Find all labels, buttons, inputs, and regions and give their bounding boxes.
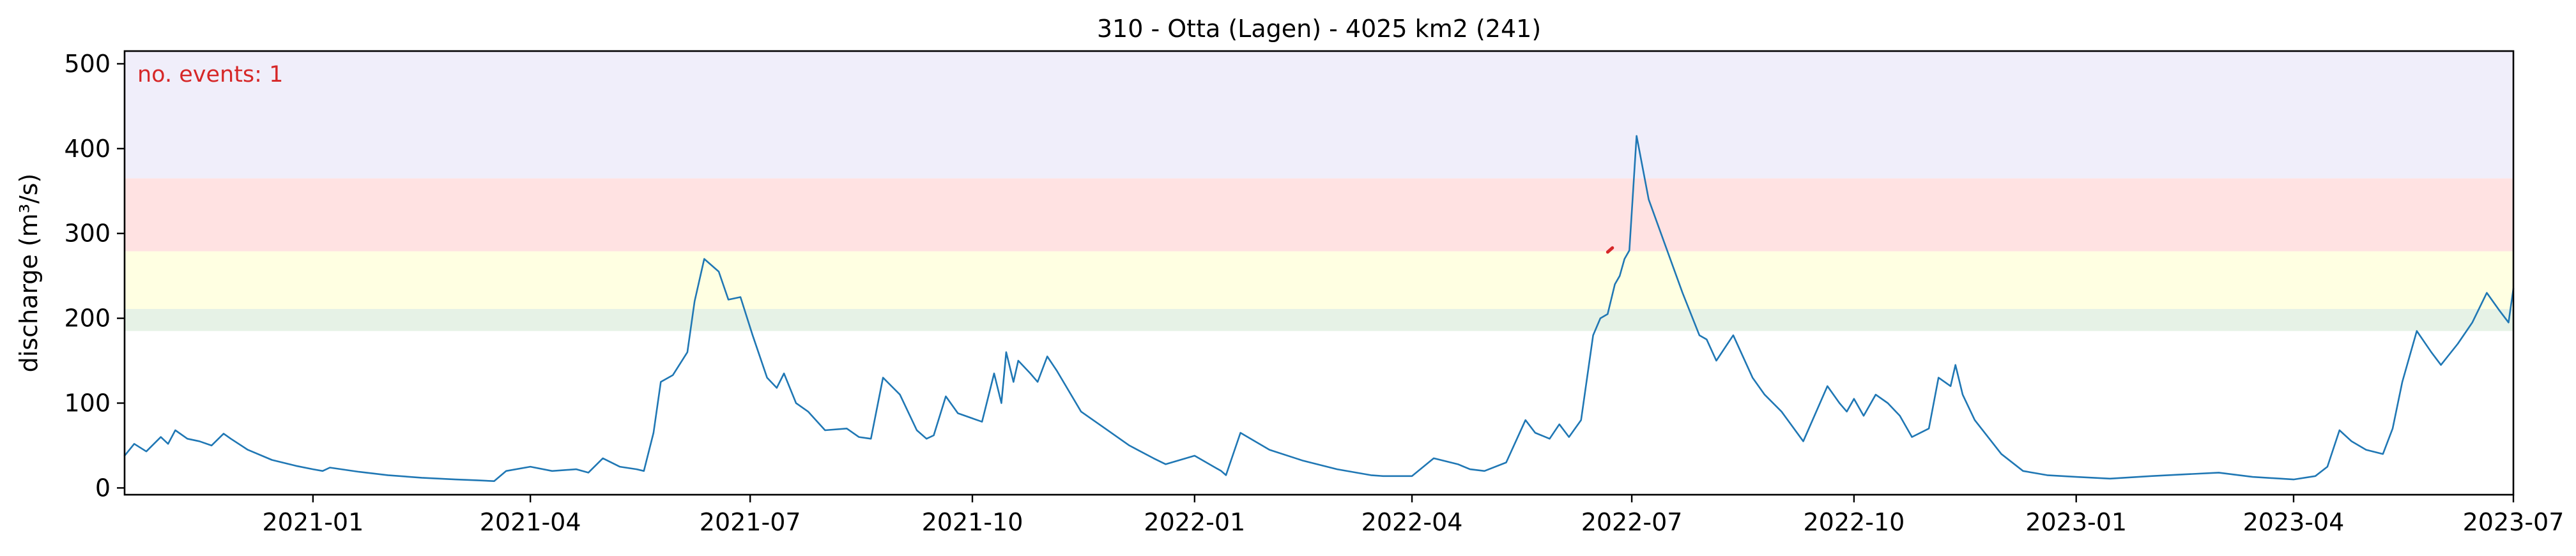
discharge-line <box>123 135 2515 483</box>
chart-title: 310 - Otta (Lagen) - 4025 km2 (241) <box>1097 15 1541 43</box>
threshold-band <box>125 251 2513 309</box>
events-annotation: no. events: 1 <box>137 62 283 87</box>
x-tick-label: 2021-10 <box>922 508 1023 536</box>
x-tick-label: 2023-01 <box>2025 508 2127 536</box>
y-tick-label: 0 <box>95 474 111 502</box>
event-line <box>1606 246 1614 254</box>
series-lines <box>123 135 2515 483</box>
plot-frame <box>123 50 2515 496</box>
x-tick-label: 2021-01 <box>262 508 364 536</box>
y-tick-label: 100 <box>64 389 111 417</box>
x-tick-label: 2023-07 <box>2463 508 2564 536</box>
y-tick-label: 500 <box>64 50 111 78</box>
x-tick-label: 2021-07 <box>700 508 801 536</box>
threshold-bands <box>125 51 2513 331</box>
x-tick-label: 2022-01 <box>1144 508 1245 536</box>
x-tick-label: 2021-04 <box>480 508 581 536</box>
x-tick-label: 2022-07 <box>1581 508 1683 536</box>
threshold-band <box>125 51 2513 179</box>
threshold-band <box>125 308 2513 331</box>
x-tick-label: 2022-10 <box>1804 508 1905 536</box>
y-tick-label: 300 <box>64 220 111 248</box>
y-tick-label: 400 <box>64 135 111 163</box>
y-axis-label: discharge (m³/s) <box>15 174 43 373</box>
y-tick-label: 200 <box>64 304 111 333</box>
x-tick-label: 2023-04 <box>2243 508 2345 536</box>
x-tick-label: 2022-04 <box>1361 508 1463 536</box>
y-axis-ticks: 0 100 200 300 400 500 <box>64 50 125 502</box>
x-axis-ticks: 2021-01 2021-04 2021-07 2021-10 2022-01 2022-… <box>262 495 2564 536</box>
threshold-band <box>125 178 2513 252</box>
